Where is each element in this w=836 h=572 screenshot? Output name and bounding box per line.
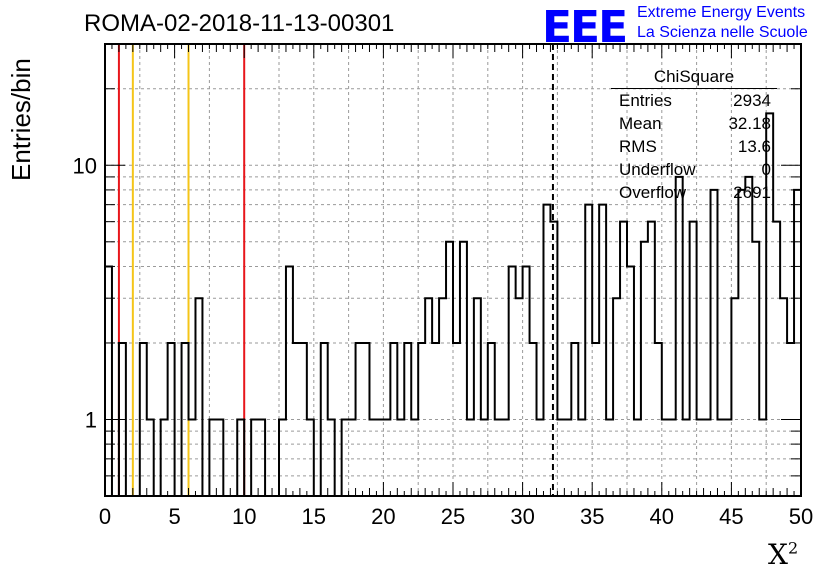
histogram-bin [620,222,627,496]
histogram-bin [599,205,606,496]
histogram-bin [460,242,467,496]
y-tick-label: 1 [85,407,97,432]
stats-value: 2691 [733,183,771,202]
x-tick-label: 30 [510,504,534,529]
stats-value: 2934 [733,91,771,110]
x-tick-label: 25 [441,504,465,529]
histogram-bin [731,298,738,496]
stats-label: Overflow [619,183,687,202]
y-tick-label: 10 [73,153,97,178]
stats-box: ChiSquare Entries 2934 Mean 32.18 RMS 13.6 … [611,67,781,204]
stats-row: Entries 2934 [611,89,781,112]
histogram-bin [195,298,202,496]
stats-value: 0 [761,160,771,179]
stats-value: 32.18 [728,114,771,133]
x-tick-label: 45 [719,504,743,529]
y-axis-label: Entries/bin [6,58,36,181]
stats-row: RMS 13.6 [611,135,781,158]
y-axis-ticks: 1 10 [73,88,801,477]
run-title: ROMA-02-2018-11-13-00301 [84,10,395,37]
x-axis-label-superscript: 2 [787,538,799,558]
x-tick-label: 20 [371,504,395,529]
histogram-bin [641,242,648,496]
stats-label: Underflow [619,160,696,179]
histogram-bin [516,298,523,496]
stats-row: Mean 32.18 [611,112,781,135]
stats-label: Entries [619,91,672,110]
x-tick-label: 5 [168,504,180,529]
histogram-bin [474,298,481,496]
x-tick-label: 15 [302,504,326,529]
histogram-bin [690,222,697,496]
histogram-bin [425,298,432,496]
histogram-bin [627,266,634,496]
histogram-bin [745,177,752,496]
histogram-bin [543,205,550,496]
eee-logo: EEE [542,2,628,53]
histogram-bin [752,242,759,496]
histogram-bin [523,266,530,496]
logo-line-2: La Scienza nelle Scuole [637,24,808,41]
x-tick-label: 50 [789,504,813,529]
stats-label: Mean [619,114,662,133]
x-axis-label-base: X [768,538,788,571]
stats-value: 13.6 [737,137,771,156]
histogram-bin [105,266,112,496]
x-tick-label: 10 [232,504,256,529]
histogram-bin [648,222,655,496]
histogram-bin [773,222,780,496]
stats-row: Underflow 0 [611,158,781,181]
stats-title: ChiSquare [611,67,777,89]
histogram-bin [286,266,293,496]
histogram-bin [446,242,453,496]
x-axis-label: X2 [768,538,798,571]
x-tick-label: 40 [650,504,674,529]
stats-row: Overflow 2691 [611,181,781,204]
stats-label: RMS [619,137,657,156]
histogram-bin [509,266,516,496]
x-axis-ticks: 0 5 10 15 20 25 30 35 40 45 50 [99,44,813,529]
x-tick-label: 0 [99,504,111,529]
histogram-outline [104,112,802,497]
histogram-bin [780,298,787,496]
histogram-bin [613,298,620,496]
logo-line-1: Extreme Energy Events [637,4,806,21]
x-tick-label: 35 [580,504,604,529]
histogram-bin [585,205,592,496]
histogram-bin [676,177,683,496]
histogram-bin [439,298,446,496]
